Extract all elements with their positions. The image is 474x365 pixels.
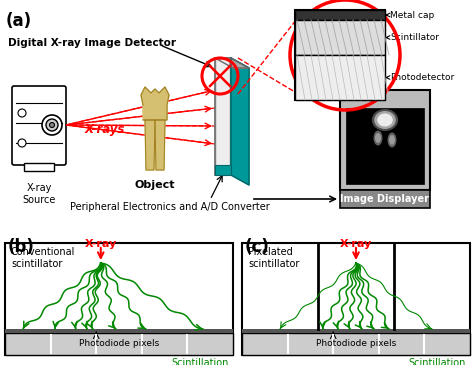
Text: (b): (b) — [8, 238, 35, 256]
Text: Metal cap: Metal cap — [386, 11, 434, 19]
Text: (a): (a) — [6, 12, 32, 30]
Text: X-ray
Source: X-ray Source — [22, 183, 55, 205]
Text: (c): (c) — [245, 238, 270, 256]
Ellipse shape — [377, 114, 393, 127]
Bar — [346, 108, 424, 184]
Text: X-ray: X-ray — [340, 239, 372, 249]
Bar — [5, 329, 233, 333]
Circle shape — [18, 109, 26, 117]
Circle shape — [46, 119, 58, 131]
Bar — [295, 10, 385, 20]
Ellipse shape — [375, 133, 381, 143]
Bar — [24, 163, 54, 171]
Text: X-ray: X-ray — [85, 239, 117, 249]
Bar — [295, 55, 385, 100]
Text: Digital X-ray Image Detector: Digital X-ray Image Detector — [8, 38, 176, 48]
Text: Object: Object — [135, 180, 175, 190]
Text: Scintillation
lights: Scintillation lights — [172, 358, 229, 365]
Ellipse shape — [389, 135, 395, 145]
Bar — [242, 243, 470, 355]
Text: Conventional
scintillator: Conventional scintillator — [11, 247, 75, 269]
Circle shape — [42, 115, 62, 135]
Text: Scintillator: Scintillator — [386, 33, 439, 42]
Text: Photodetector: Photodetector — [386, 73, 454, 82]
Text: X-rays: X-rays — [85, 123, 125, 137]
Polygon shape — [141, 87, 169, 120]
Text: Peripheral Electronics and A/D Converter: Peripheral Electronics and A/D Converter — [70, 202, 270, 212]
Polygon shape — [215, 58, 249, 68]
Bar — [5, 243, 233, 355]
Polygon shape — [155, 120, 165, 170]
Bar — [215, 165, 231, 175]
Ellipse shape — [388, 132, 396, 147]
Ellipse shape — [372, 109, 398, 131]
Text: Photodiode pixels: Photodiode pixels — [316, 339, 396, 349]
Text: Image Displayer: Image Displayer — [340, 194, 429, 204]
FancyBboxPatch shape — [12, 86, 66, 165]
Bar — [217, 60, 229, 173]
Bar — [340, 190, 430, 208]
Circle shape — [49, 123, 55, 127]
Bar — [242, 333, 470, 355]
Text: Photodiode pixels: Photodiode pixels — [79, 339, 159, 349]
Bar — [5, 333, 233, 355]
Circle shape — [18, 139, 26, 147]
Ellipse shape — [374, 111, 396, 129]
Bar — [340, 90, 430, 190]
Bar — [295, 20, 385, 55]
Bar — [242, 329, 470, 333]
Bar — [295, 10, 385, 100]
Polygon shape — [231, 58, 249, 185]
Text: Pixelated
scintillator: Pixelated scintillator — [248, 247, 300, 269]
Text: Scintillation
lights: Scintillation lights — [409, 358, 466, 365]
Bar — [215, 58, 231, 175]
Ellipse shape — [374, 131, 383, 146]
Polygon shape — [145, 120, 155, 170]
